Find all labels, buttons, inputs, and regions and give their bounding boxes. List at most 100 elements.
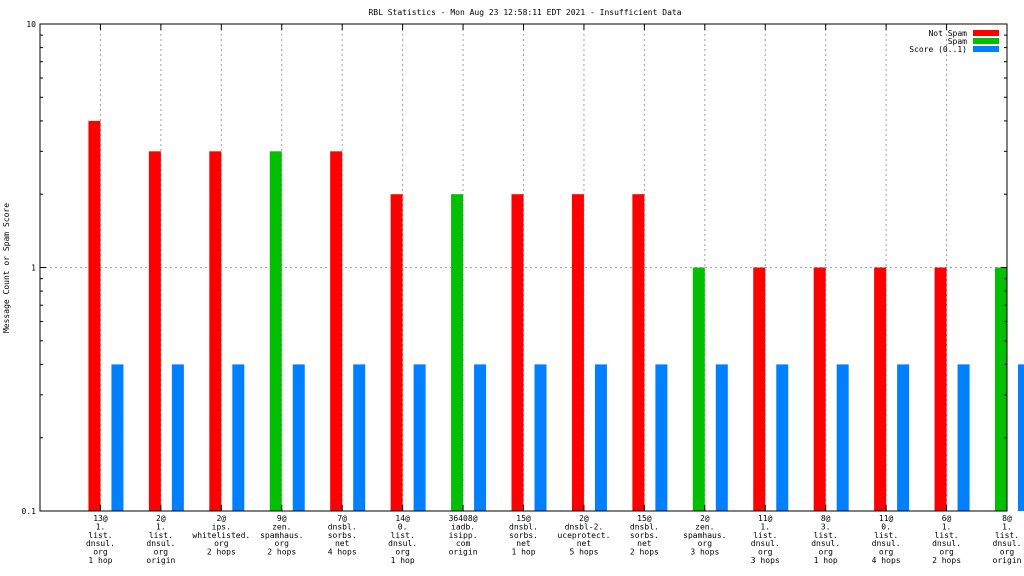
x-category-label: 2@ ips. whitelisted. org 2 hops	[192, 514, 250, 557]
y-tick-label: 10	[26, 20, 36, 29]
x-label-line: list.	[88, 531, 112, 540]
x-category-label: 15@ dnsbl. sorbs. net 2 hops	[630, 514, 659, 557]
x-category-label: 14@ 0. list. dnsul. org 1 hop	[388, 514, 417, 565]
x-label-line: 2@	[700, 514, 710, 523]
bar-score	[897, 364, 910, 511]
x-label-line: list.	[874, 531, 898, 540]
x-label-line: 2 hops	[932, 556, 961, 565]
bar-not-spam	[632, 194, 645, 511]
x-label-line: spamhaus.	[683, 531, 726, 540]
x-label-line: 3 hops	[690, 548, 719, 557]
x-label-line: 1.	[156, 522, 166, 531]
x-label-line: 2@	[579, 514, 589, 523]
bar-not-spam	[88, 120, 101, 512]
bar-score	[715, 364, 728, 511]
x-label-line: 2@	[156, 514, 166, 523]
bar-not-spam	[209, 151, 222, 511]
x-label-line: org	[275, 539, 290, 548]
x-label-line: dnsbl.	[328, 522, 357, 531]
x-label-line: 0.	[398, 522, 408, 531]
x-category-label: 6@ 1. list. dnsul. org 2 hops	[932, 514, 961, 565]
x-label-line: 6@	[942, 514, 952, 523]
bars	[88, 120, 1024, 512]
bar-score	[957, 364, 970, 511]
x-label-line: org	[395, 548, 410, 557]
bar-spam	[451, 194, 464, 511]
bar-not-spam	[390, 194, 403, 511]
x-label-line: dnsbl-2.	[565, 522, 604, 531]
legend-label: Not Spam	[928, 29, 967, 38]
x-category-label: 15@ dnsbl. sorbs. net 1 hop	[509, 514, 538, 557]
legend-label: Score (0..1)	[909, 45, 967, 54]
x-label-line: dnsul.	[993, 539, 1022, 548]
legend-swatch	[973, 46, 999, 52]
x-label-line: 3.	[821, 522, 831, 531]
x-label-line: origin	[993, 556, 1022, 565]
x-label-line: org	[939, 548, 954, 557]
x-label-line: 1 hop	[391, 556, 415, 565]
bar-not-spam	[874, 267, 887, 511]
bar-score	[171, 364, 184, 511]
x-label-line: sorbs.	[328, 531, 357, 540]
bar-score	[1018, 364, 1024, 511]
x-category-label: 9@ zen. spamhaus. org 2 hops	[260, 514, 303, 557]
bar-score	[413, 364, 426, 511]
x-label-line: com	[456, 539, 471, 548]
x-label-line: 2@	[216, 514, 226, 523]
x-label-line: 1.	[1002, 522, 1012, 531]
x-category-label: 2@ dnsbl-2. uceprotect. net 5 hops	[557, 514, 610, 557]
legend-label: Spam	[948, 37, 967, 46]
y-tick-label: 1	[31, 264, 36, 273]
bar-not-spam	[813, 267, 826, 511]
x-category-label: 2@ zen. spamhaus. org 3 hops	[683, 514, 726, 557]
x-category-label: 36408@ iadb. isipp. com origin	[449, 514, 478, 557]
x-label-line: dnsbl.	[630, 522, 659, 531]
x-category-label: 8@ 3. list. dnsul. org 1 hop	[811, 514, 840, 565]
x-label-line: list.	[391, 531, 415, 540]
x-category-label: 8@ 1. list. dnsul. org origin	[993, 514, 1022, 565]
bar-spam	[269, 151, 282, 511]
x-label-line: 9@	[277, 514, 287, 523]
bar-score	[232, 364, 245, 511]
x-label-line: 3 hops	[751, 556, 780, 565]
x-label-line: dnsul.	[751, 539, 780, 548]
bar-spam	[692, 267, 705, 511]
x-label-line: 11@	[758, 514, 773, 523]
bar-not-spam	[148, 151, 161, 511]
x-label-line: 4 hops	[872, 556, 901, 565]
x-label-line: 1 hop	[814, 556, 838, 565]
x-label-line: 1.	[942, 522, 952, 531]
x-label-line: dnsul.	[872, 539, 901, 548]
x-label-line: list.	[753, 531, 777, 540]
x-category-label: 11@ 1. list. dnsul. org 3 hops	[751, 514, 780, 565]
x-label-line: org	[214, 539, 229, 548]
bar-score	[292, 364, 305, 511]
bar-score	[594, 364, 607, 511]
x-category-label: 13@ 1. list. dnsul. org 1 hop	[86, 514, 115, 565]
bar-score	[534, 364, 547, 511]
x-label-line: zen.	[695, 522, 714, 531]
x-label-line: 15@	[637, 514, 652, 523]
bar-not-spam	[511, 194, 524, 511]
x-label-line: iadb.	[451, 522, 475, 531]
x-label-line: 1.	[96, 522, 106, 531]
x-label-line: net	[516, 539, 531, 548]
bar-not-spam	[330, 151, 343, 511]
x-category-label: 7@ dnsbl. sorbs. net 4 hops	[328, 514, 357, 557]
x-label-line: uceprotect.	[557, 531, 610, 540]
x-label-line: whitelisted.	[192, 531, 250, 540]
bar-score	[655, 364, 668, 511]
x-label-line: 1 hop	[88, 556, 112, 565]
x-label-line: net	[577, 539, 592, 548]
x-label-line: 1 hop	[511, 548, 535, 557]
x-label-line: net	[335, 539, 350, 548]
x-label-line: 8@	[821, 514, 831, 523]
x-category-label: 2@ 1. list. dnsul. org origin	[146, 514, 175, 565]
x-label-line: org	[1000, 548, 1015, 557]
chart-title: RBL Statistics - Mon Aug 23 12:58:11 EDT…	[368, 8, 681, 17]
x-label-line: isipp.	[449, 531, 478, 540]
x-label-line: org	[758, 548, 773, 557]
